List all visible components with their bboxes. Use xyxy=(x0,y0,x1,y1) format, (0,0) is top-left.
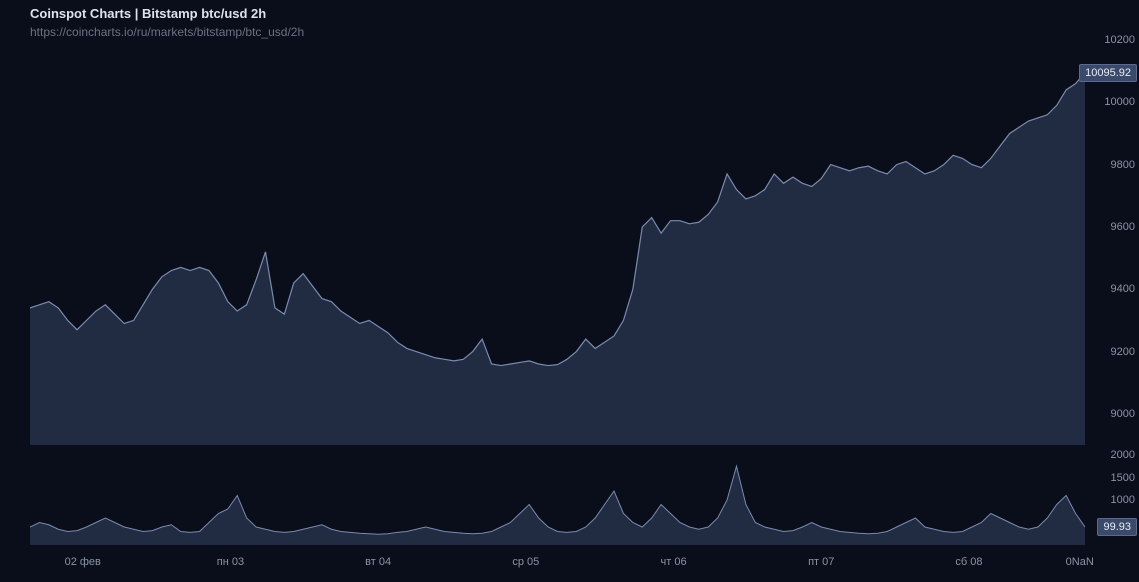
price-y-tick: 9000 xyxy=(1111,408,1135,420)
current-volume-badge: 99.93 xyxy=(1097,518,1137,536)
volume-y-tick: 2000 xyxy=(1111,449,1135,461)
time-x-tick: пн 03 xyxy=(217,556,244,568)
volume-chart[interactable] xyxy=(30,455,1085,545)
chart-title: Coinspot Charts | Bitstamp btc/usd 2h xyxy=(30,6,304,21)
time-x-tick: ср 05 xyxy=(512,556,539,568)
current-price-badge: 10095.92 xyxy=(1079,64,1137,82)
price-y-tick: 9800 xyxy=(1111,159,1135,171)
price-y-tick: 9600 xyxy=(1111,221,1135,233)
volume-y-tick: 1500 xyxy=(1111,472,1135,484)
price-y-tick: 9200 xyxy=(1111,346,1135,358)
chart-header: Coinspot Charts | Bitstamp btc/usd 2h ht… xyxy=(30,6,304,39)
price-y-axis: 900092009400960098001000010200 xyxy=(1089,40,1139,445)
price-y-tick: 10200 xyxy=(1104,34,1135,46)
time-x-axis: 02 февпн 03вт 04ср 05чт 06пт 07сб 080NaN xyxy=(30,556,1085,576)
time-x-tick: вт 04 xyxy=(365,556,391,568)
time-x-tick: сб 08 xyxy=(955,556,982,568)
volume-y-tick: 1000 xyxy=(1111,494,1135,506)
chart-url: https://coincharts.io/ru/markets/bitstam… xyxy=(30,25,304,39)
price-chart[interactable] xyxy=(30,40,1085,445)
price-y-tick: 9400 xyxy=(1111,283,1135,295)
time-x-tick: чт 06 xyxy=(661,556,687,568)
time-x-tick: пт 07 xyxy=(808,556,834,568)
time-x-tick: 02 фев xyxy=(65,556,101,568)
price-y-tick: 10000 xyxy=(1104,96,1135,108)
time-x-tick: 0NaN xyxy=(1066,556,1094,568)
